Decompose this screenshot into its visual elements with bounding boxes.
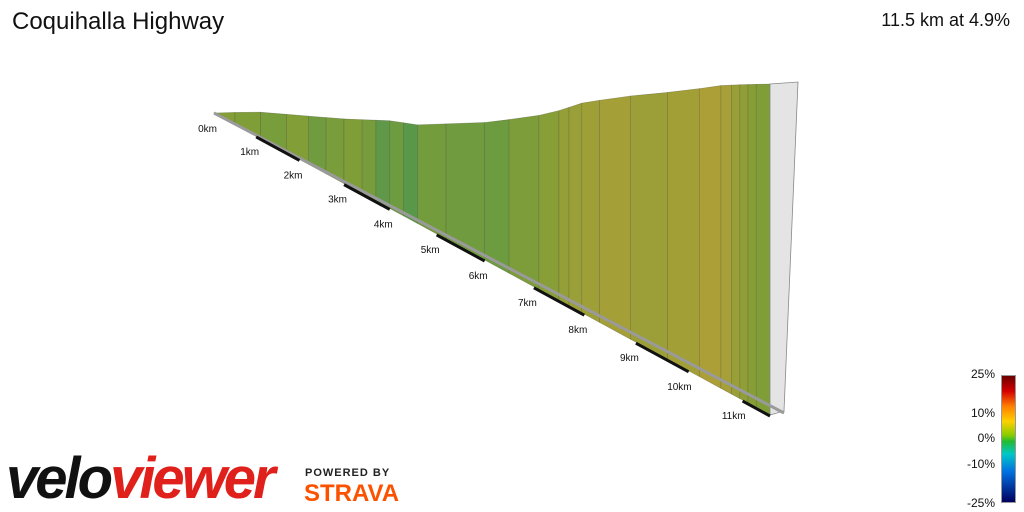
km-label: 6km [469, 271, 488, 282]
gradient-segment [747, 83, 757, 409]
profile-end-cap [769, 81, 799, 416]
segment-summary: 11.5 km at 4.9% [881, 10, 1010, 30]
gradient-segment [484, 119, 510, 274]
gradient-segment [361, 119, 377, 202]
powered-by-label: POWERED BY [305, 467, 391, 479]
gradient-segment [720, 84, 733, 395]
gradient-segment [538, 110, 560, 301]
km-label: 4km [374, 219, 393, 230]
gradient-segment [389, 120, 404, 217]
km-label: 10km [667, 382, 691, 393]
km-band [741, 399, 771, 418]
gradient-segment [755, 83, 771, 416]
km-label: 5km [421, 245, 440, 256]
gradient-segment [508, 115, 540, 290]
gradient-segment [558, 106, 570, 307]
km-label: 7km [518, 298, 537, 309]
gradient-segment [739, 84, 749, 404]
distance-baseline [213, 111, 785, 415]
km-label: 2km [284, 170, 303, 181]
km-band [533, 286, 586, 317]
km-band [343, 183, 391, 211]
km-band [635, 341, 690, 374]
distance-axis [213, 111, 785, 418]
veloviewer-logo: veloviewer [6, 450, 276, 508]
km-label: 0km [198, 124, 217, 135]
gradient-segment [630, 92, 668, 360]
gradient-segment [568, 102, 583, 314]
logo-velo: velo [6, 446, 113, 511]
km-label: 8km [568, 325, 587, 336]
km-label: 3km [328, 195, 347, 206]
gradient-segment [375, 119, 391, 209]
km-label: 1km [240, 147, 259, 158]
km-labels: 0km 1km 2km 3km 4km 5km 6km 7km 8km 9km 10km 11km [198, 124, 745, 422]
gradient-segment [403, 122, 419, 225]
gradient-segment [699, 85, 722, 389]
gradient-segment [599, 95, 631, 340]
km-band [255, 135, 301, 162]
profile-wall [212, 81, 799, 416]
gradient-segment [731, 84, 741, 400]
gradient-segment [667, 88, 700, 378]
km-label: 11km [722, 411, 746, 422]
km-band [435, 233, 486, 263]
km-label: 9km [620, 353, 639, 364]
gradient-segment [581, 99, 600, 323]
strava-logo: STRAVA [304, 480, 400, 507]
logo-viewer: viewer [110, 446, 276, 511]
page-title: Coquihalla Highway [12, 8, 225, 35]
